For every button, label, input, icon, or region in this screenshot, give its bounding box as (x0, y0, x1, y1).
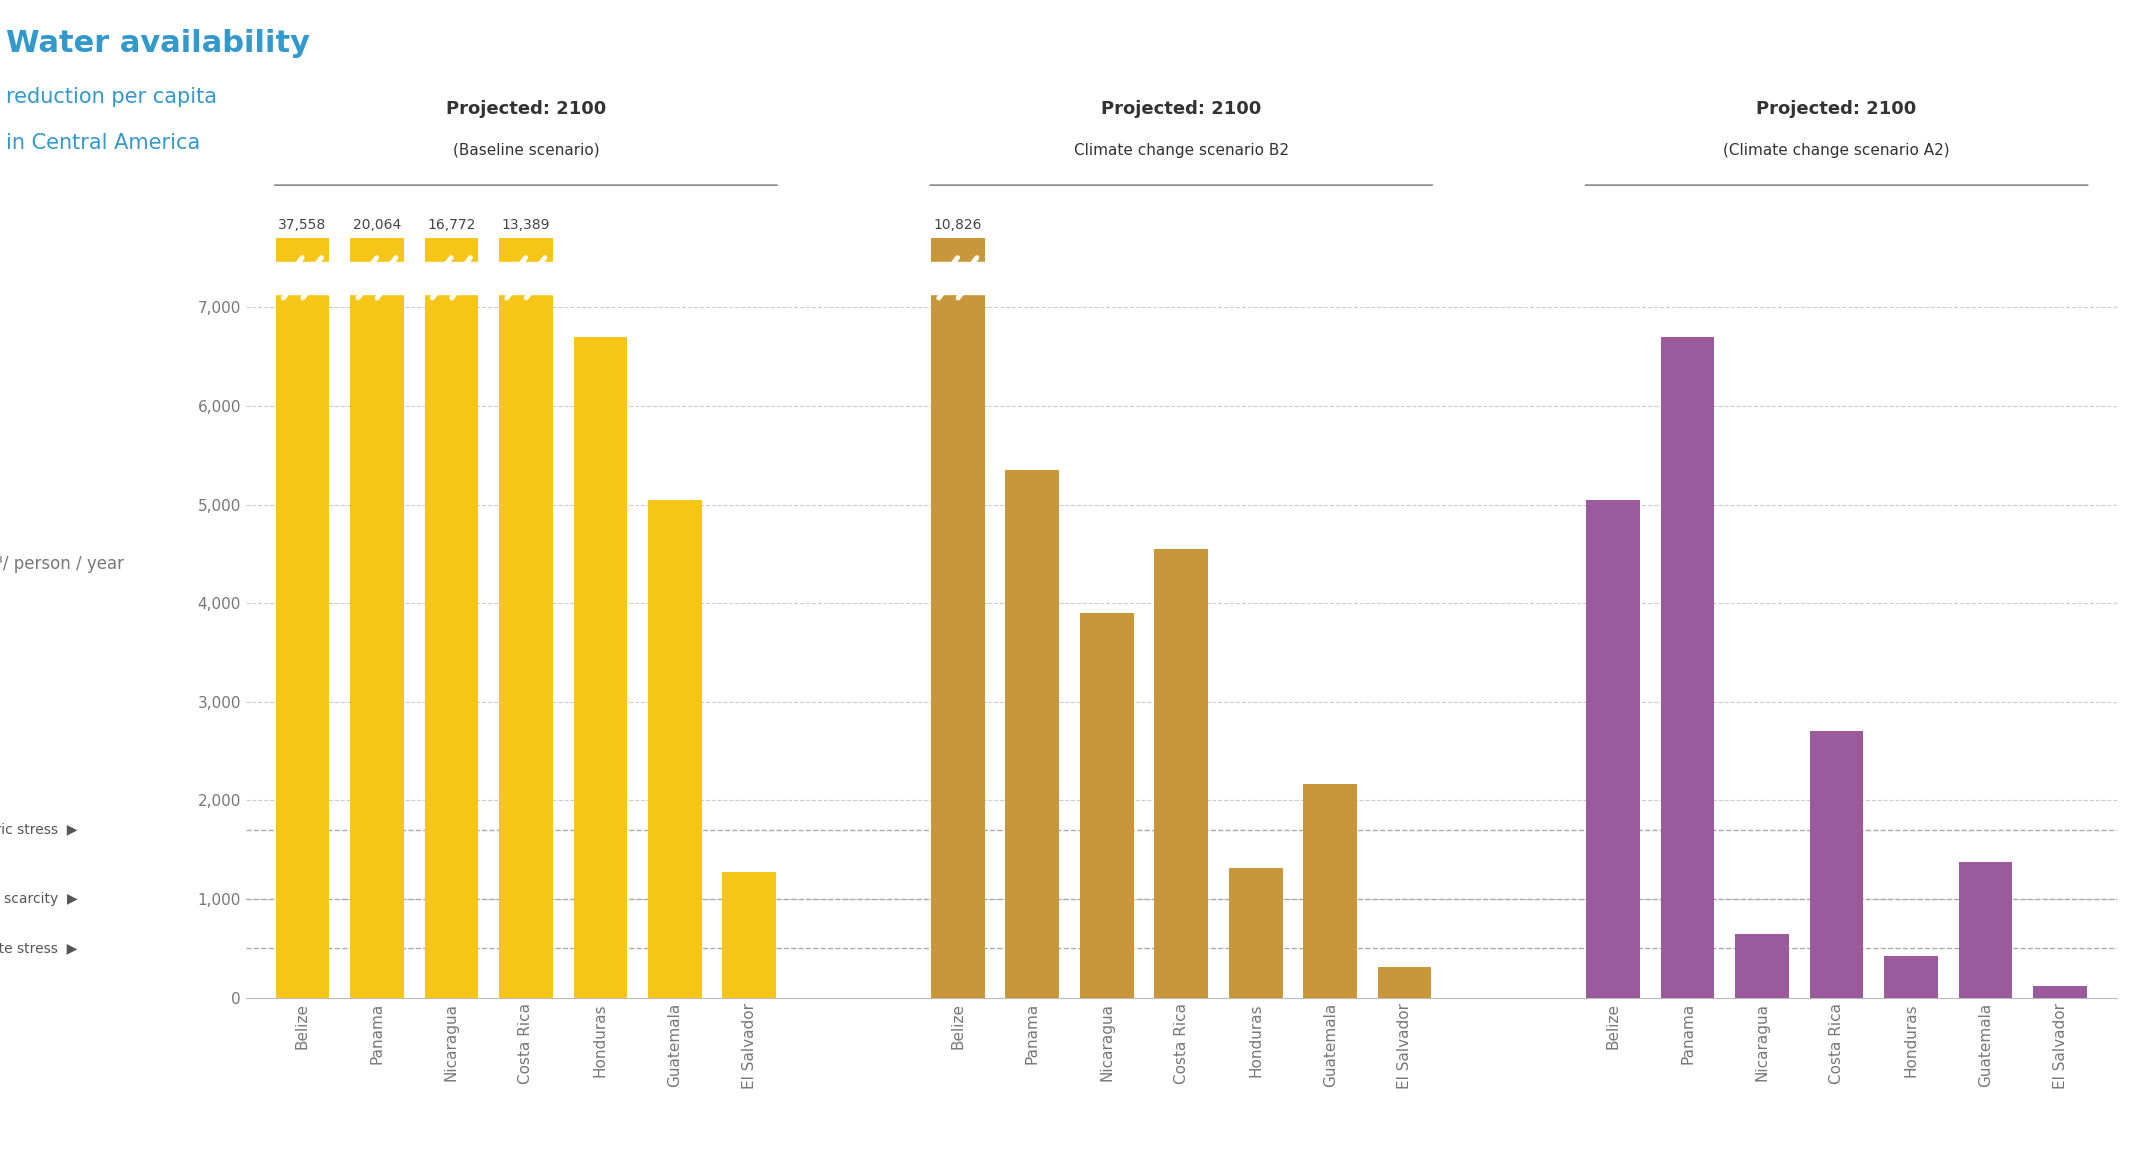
Bar (425, 262, 479, 293)
Bar (573, 336, 626, 998)
Bar (351, 262, 404, 293)
Text: Projected: 2100: Projected: 2100 (445, 100, 605, 118)
Bar (1005, 470, 1058, 998)
Bar (1155, 549, 1208, 998)
Bar (930, 262, 986, 293)
Bar (930, 239, 986, 998)
Text: Absolute stress  ▶: Absolute stress ▶ (0, 941, 77, 956)
Bar (1229, 869, 1283, 998)
Text: 10,826: 10,826 (934, 218, 981, 232)
Text: reduction per capita: reduction per capita (6, 87, 218, 107)
Bar (1304, 784, 1358, 998)
Bar (1377, 967, 1432, 998)
Bar (425, 239, 479, 998)
Text: 16,772: 16,772 (428, 218, 475, 232)
Text: Water availability: Water availability (6, 29, 310, 58)
Text: Chronic scarcity  ▶: Chronic scarcity ▶ (0, 892, 77, 906)
Text: in Central America: in Central America (6, 133, 201, 153)
Bar (498, 262, 554, 293)
Bar (351, 239, 404, 998)
Bar (1736, 934, 1790, 998)
Bar (723, 872, 776, 998)
Bar (276, 262, 329, 293)
Text: Climate change scenario B2: Climate change scenario B2 (1073, 143, 1289, 158)
Text: (Baseline scenario): (Baseline scenario) (453, 143, 599, 158)
Bar (1809, 732, 1864, 998)
Bar (2033, 986, 2087, 998)
Text: (Climate change scenario A2): (Climate change scenario A2) (1723, 143, 1950, 158)
Text: 37,558: 37,558 (278, 218, 327, 232)
Bar (1958, 862, 2012, 998)
Bar (498, 239, 554, 998)
Text: m³/ person / year: m³/ person / year (0, 554, 124, 573)
Bar (1586, 500, 1640, 998)
Bar (1080, 612, 1133, 998)
Text: 20,064: 20,064 (353, 218, 402, 232)
Text: Hydric stress  ▶: Hydric stress ▶ (0, 822, 77, 838)
Bar (1884, 956, 1937, 998)
Bar (1661, 336, 1715, 998)
Bar (648, 500, 701, 998)
Text: 13,389: 13,389 (502, 218, 549, 232)
Text: Projected: 2100: Projected: 2100 (1101, 100, 1261, 118)
Text: Projected: 2100: Projected: 2100 (1757, 100, 1918, 118)
Bar (276, 239, 329, 998)
